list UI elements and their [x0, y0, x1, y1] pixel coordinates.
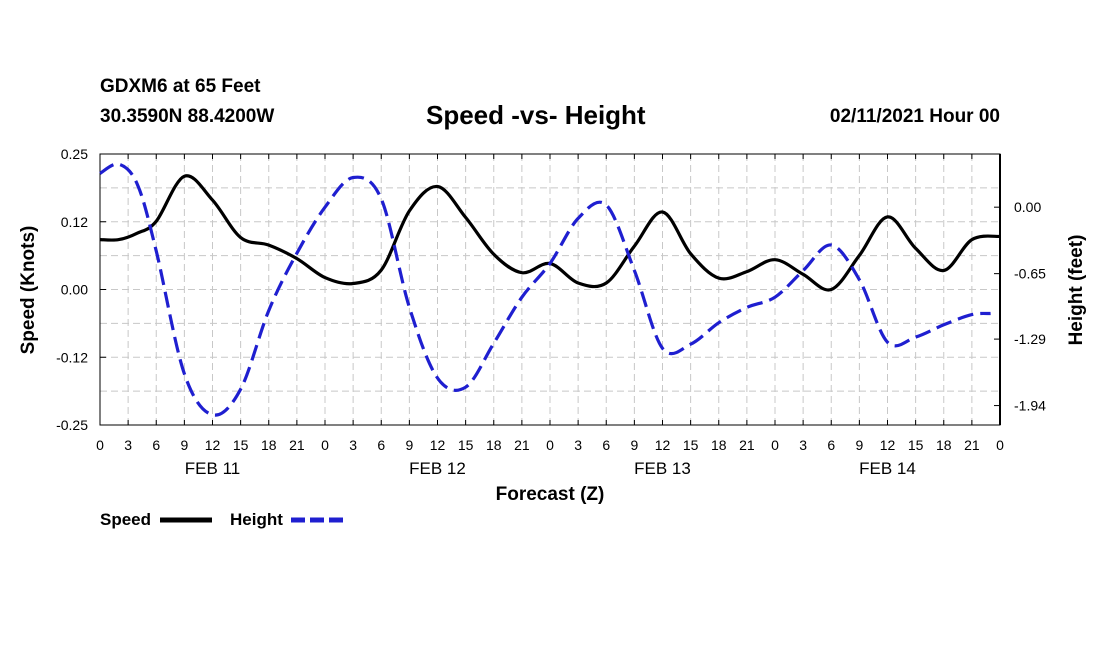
y-tick-label-left: 0.25	[61, 146, 88, 162]
y-tick-label-left: -0.25	[56, 417, 88, 433]
station-label: GDXM6 at 65 Feet	[100, 76, 261, 97]
y-tick-label-right: -1.29	[1014, 331, 1046, 347]
x-tick-label: 15	[683, 437, 699, 453]
speed-series-line	[99, 174, 1001, 292]
legend-speed-label: Speed	[100, 510, 151, 529]
y-axis-label-right: Height (feet)	[1066, 235, 1087, 346]
x-tick-label: 15	[233, 437, 249, 453]
x-tick-label: 0	[771, 437, 779, 453]
x-axis-label: Forecast (Z)	[496, 484, 605, 505]
x-tick-label: 18	[711, 437, 727, 453]
legend-height-label: Height	[230, 510, 283, 529]
height-series-line	[99, 162, 991, 417]
y-tick-label-right: -0.65	[1014, 266, 1046, 282]
x-tick-label: 18	[486, 437, 502, 453]
y-tick-label-right: 0.00	[1014, 199, 1041, 215]
x-tick-label: 0	[321, 437, 329, 453]
x-tick-label: 9	[630, 437, 638, 453]
x-tick-label: 9	[405, 437, 413, 453]
x-tick-label: 3	[574, 437, 582, 453]
y-axis-label-left: Speed (Knots)	[18, 226, 39, 355]
day-label: FEB 12	[409, 459, 466, 478]
axis-ticks: 0 3 6 9 12 15 18 21 0 3 6 9 12 15 18 21 0 3 6 9 12 15 18 21 0 3 6 9…	[56, 146, 1046, 478]
x-tick-label: 0	[546, 437, 554, 453]
day-label: FEB 13	[634, 459, 691, 478]
x-tick-label: 3	[124, 437, 132, 453]
x-tick-label: 12	[880, 437, 896, 453]
coordinates-label: 30.3590N 88.4200W	[100, 106, 275, 127]
x-tick-label: 18	[936, 437, 952, 453]
x-tick-label: 15	[458, 437, 474, 453]
x-tick-label: 12	[205, 437, 221, 453]
x-tick-label: 12	[655, 437, 671, 453]
x-tick-label: 12	[430, 437, 446, 453]
series-layer	[99, 162, 1001, 417]
x-tick-label: 3	[349, 437, 357, 453]
x-tick-label: 0	[96, 437, 104, 453]
x-tick-label: 9	[180, 437, 188, 453]
x-tick-label: 6	[152, 437, 160, 453]
x-tick-label: 3	[799, 437, 807, 453]
x-tick-label: 21	[739, 437, 755, 453]
y-tick-label-right: -1.94	[1014, 398, 1046, 414]
x-tick-label: 9	[855, 437, 863, 453]
y-tick-label-left: 0.12	[61, 214, 88, 230]
x-tick-label: 6	[377, 437, 385, 453]
legend: Speed Height	[100, 510, 343, 529]
y-tick-label-left: -0.12	[56, 349, 88, 365]
x-tick-label: 6	[602, 437, 610, 453]
y-tick-label-left: 0.00	[61, 282, 88, 298]
x-tick-label: 18	[261, 437, 277, 453]
x-tick-label: 21	[289, 437, 305, 453]
day-label: FEB 11	[185, 459, 240, 478]
x-tick-label: 0	[996, 437, 1004, 453]
x-tick-label: 21	[964, 437, 980, 453]
day-label: FEB 14	[859, 459, 916, 478]
x-tick-label: 6	[827, 437, 835, 453]
x-tick-label: 21	[514, 437, 530, 453]
run-time-label: 02/11/2021 Hour 00	[829, 106, 1000, 127]
x-tick-label: 15	[908, 437, 924, 453]
chart-title: Speed -vs- Height	[426, 100, 646, 130]
